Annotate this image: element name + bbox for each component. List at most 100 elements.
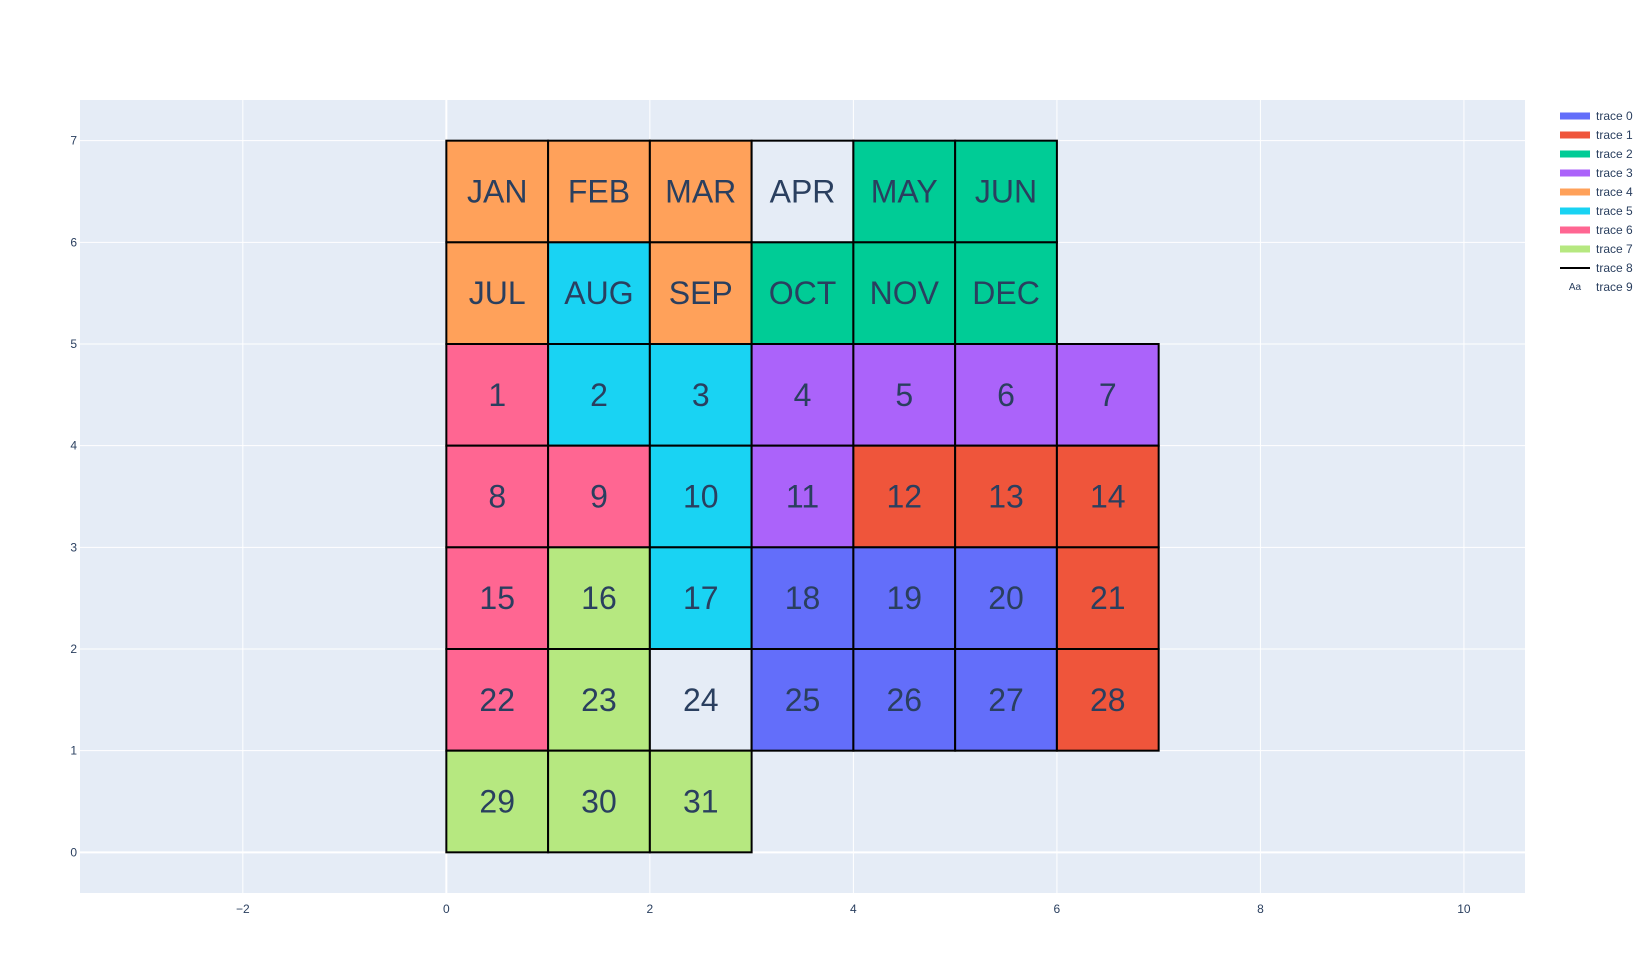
legend-swatch	[1560, 131, 1590, 139]
cell-tile	[547, 139, 651, 244]
y-axis-ticks: 0 1 2 3 4 5 6 7	[70, 134, 77, 860]
cell-tile	[445, 749, 550, 854]
cell-tile	[547, 343, 651, 447]
cell-label: 18	[785, 580, 821, 616]
legend-swatch: Aa	[1569, 282, 1582, 293]
legend-item[interactable]: trace 1	[1560, 128, 1633, 142]
cell-tile	[547, 749, 651, 854]
cell-tile	[1055, 444, 1160, 549]
cell-label: 27	[988, 682, 1024, 718]
cell-label: 29	[479, 784, 515, 820]
legend-label: trace 4	[1596, 185, 1633, 199]
legend-label: trace 2	[1596, 147, 1633, 161]
cell-label: 14	[1090, 479, 1126, 515]
cell-label: 5	[895, 377, 913, 413]
cell-tile	[954, 139, 1058, 244]
cell-label: 20	[988, 580, 1024, 616]
legend-swatch	[1560, 226, 1590, 234]
cell-tile	[954, 241, 1058, 345]
cell-label: 21	[1090, 580, 1126, 616]
cell-label: 16	[581, 580, 617, 616]
legend-swatch	[1560, 150, 1590, 158]
legend-item[interactable]: trace 8	[1560, 261, 1633, 275]
x-tick-label: 0	[443, 902, 450, 916]
cell-label: 2	[590, 377, 608, 413]
legend-item[interactable]: Aa trace 9	[1569, 280, 1633, 294]
cell-label: NOV	[870, 275, 940, 311]
legend-item[interactable]: trace 7	[1560, 242, 1633, 256]
x-tick-label: 2	[647, 902, 654, 916]
cell-tile	[750, 444, 855, 549]
cell-label: 7	[1099, 377, 1117, 413]
legend-label: trace 3	[1596, 166, 1633, 180]
y-tick-label: 2	[70, 642, 77, 656]
cell-tile	[852, 343, 957, 447]
cell-label: JUL	[469, 275, 526, 311]
cell-tile	[445, 546, 550, 650]
legend-item[interactable]: trace 0	[1560, 109, 1633, 123]
legend-item[interactable]: trace 6	[1560, 223, 1633, 237]
cell-label: APR	[770, 174, 836, 210]
y-tick-label: 4	[70, 439, 77, 453]
legend-swatch	[1560, 169, 1590, 177]
cell-tile	[852, 444, 957, 549]
y-tick-label: 5	[70, 337, 77, 351]
legend-label: trace 6	[1596, 223, 1633, 237]
x-axis-ticks: −2 0 2 4 6 8 10	[236, 902, 1471, 916]
legend-item[interactable]: trace 5	[1560, 204, 1633, 218]
cell-tile	[954, 648, 1058, 752]
legend-swatch	[1560, 207, 1590, 215]
legend-label: trace 5	[1596, 204, 1633, 218]
x-tick-label: 10	[1457, 902, 1471, 916]
cell-tile	[547, 241, 651, 345]
cell-label: 31	[683, 784, 719, 820]
cell-label: 9	[590, 479, 608, 515]
cell-label: 10	[683, 479, 719, 515]
cell-label: 1	[488, 377, 506, 413]
cell-label: 22	[479, 682, 515, 718]
cell-tile	[750, 343, 855, 447]
cell-tile	[954, 343, 1058, 447]
cell-label: 13	[988, 479, 1024, 515]
legend-label: trace 7	[1596, 242, 1633, 256]
legend-item[interactable]: trace 4	[1560, 185, 1633, 199]
cell-label: 15	[479, 580, 515, 616]
x-tick-label: −2	[236, 902, 250, 916]
legend-label: trace 1	[1596, 128, 1633, 142]
cell-label: 30	[581, 784, 617, 820]
y-tick-label: 0	[70, 845, 77, 859]
cell-tile	[750, 241, 855, 345]
cell-label: 19	[886, 580, 922, 616]
cell-tile	[445, 343, 550, 447]
y-tick-label: 1	[70, 744, 77, 758]
cell-tile	[1055, 648, 1160, 752]
cell-label: SEP	[669, 275, 733, 311]
cell-tile	[648, 749, 753, 854]
cell-label: 3	[692, 377, 710, 413]
legend-swatch	[1560, 112, 1590, 120]
cell-tile	[1055, 343, 1160, 447]
legend-label: trace 0	[1596, 109, 1633, 123]
cell-tile	[648, 648, 753, 752]
cell-label: 4	[794, 377, 812, 413]
cell-label: 17	[683, 580, 719, 616]
x-tick-label: 4	[850, 902, 857, 916]
cell-label: MAY	[871, 174, 938, 210]
cell-label: 12	[886, 479, 922, 515]
cell-label: 26	[886, 682, 922, 718]
cell-tile	[648, 444, 753, 549]
legend-item[interactable]: trace 3	[1560, 166, 1633, 180]
legend-label: trace 8	[1596, 261, 1633, 275]
legend-swatch	[1560, 188, 1590, 196]
legend[interactable]: trace 0 trace 1 trace 2 trace 3 trace 4 trace…	[1560, 109, 1633, 294]
cell-label: FEB	[568, 174, 630, 210]
cell-label: 8	[488, 479, 506, 515]
legend-swatch	[1560, 245, 1590, 253]
y-tick-label: 6	[70, 235, 77, 249]
legend-item[interactable]: trace 2	[1560, 147, 1633, 161]
cell-label: 25	[785, 682, 821, 718]
x-tick-label: 6	[1054, 902, 1061, 916]
cell-tile	[852, 546, 957, 650]
